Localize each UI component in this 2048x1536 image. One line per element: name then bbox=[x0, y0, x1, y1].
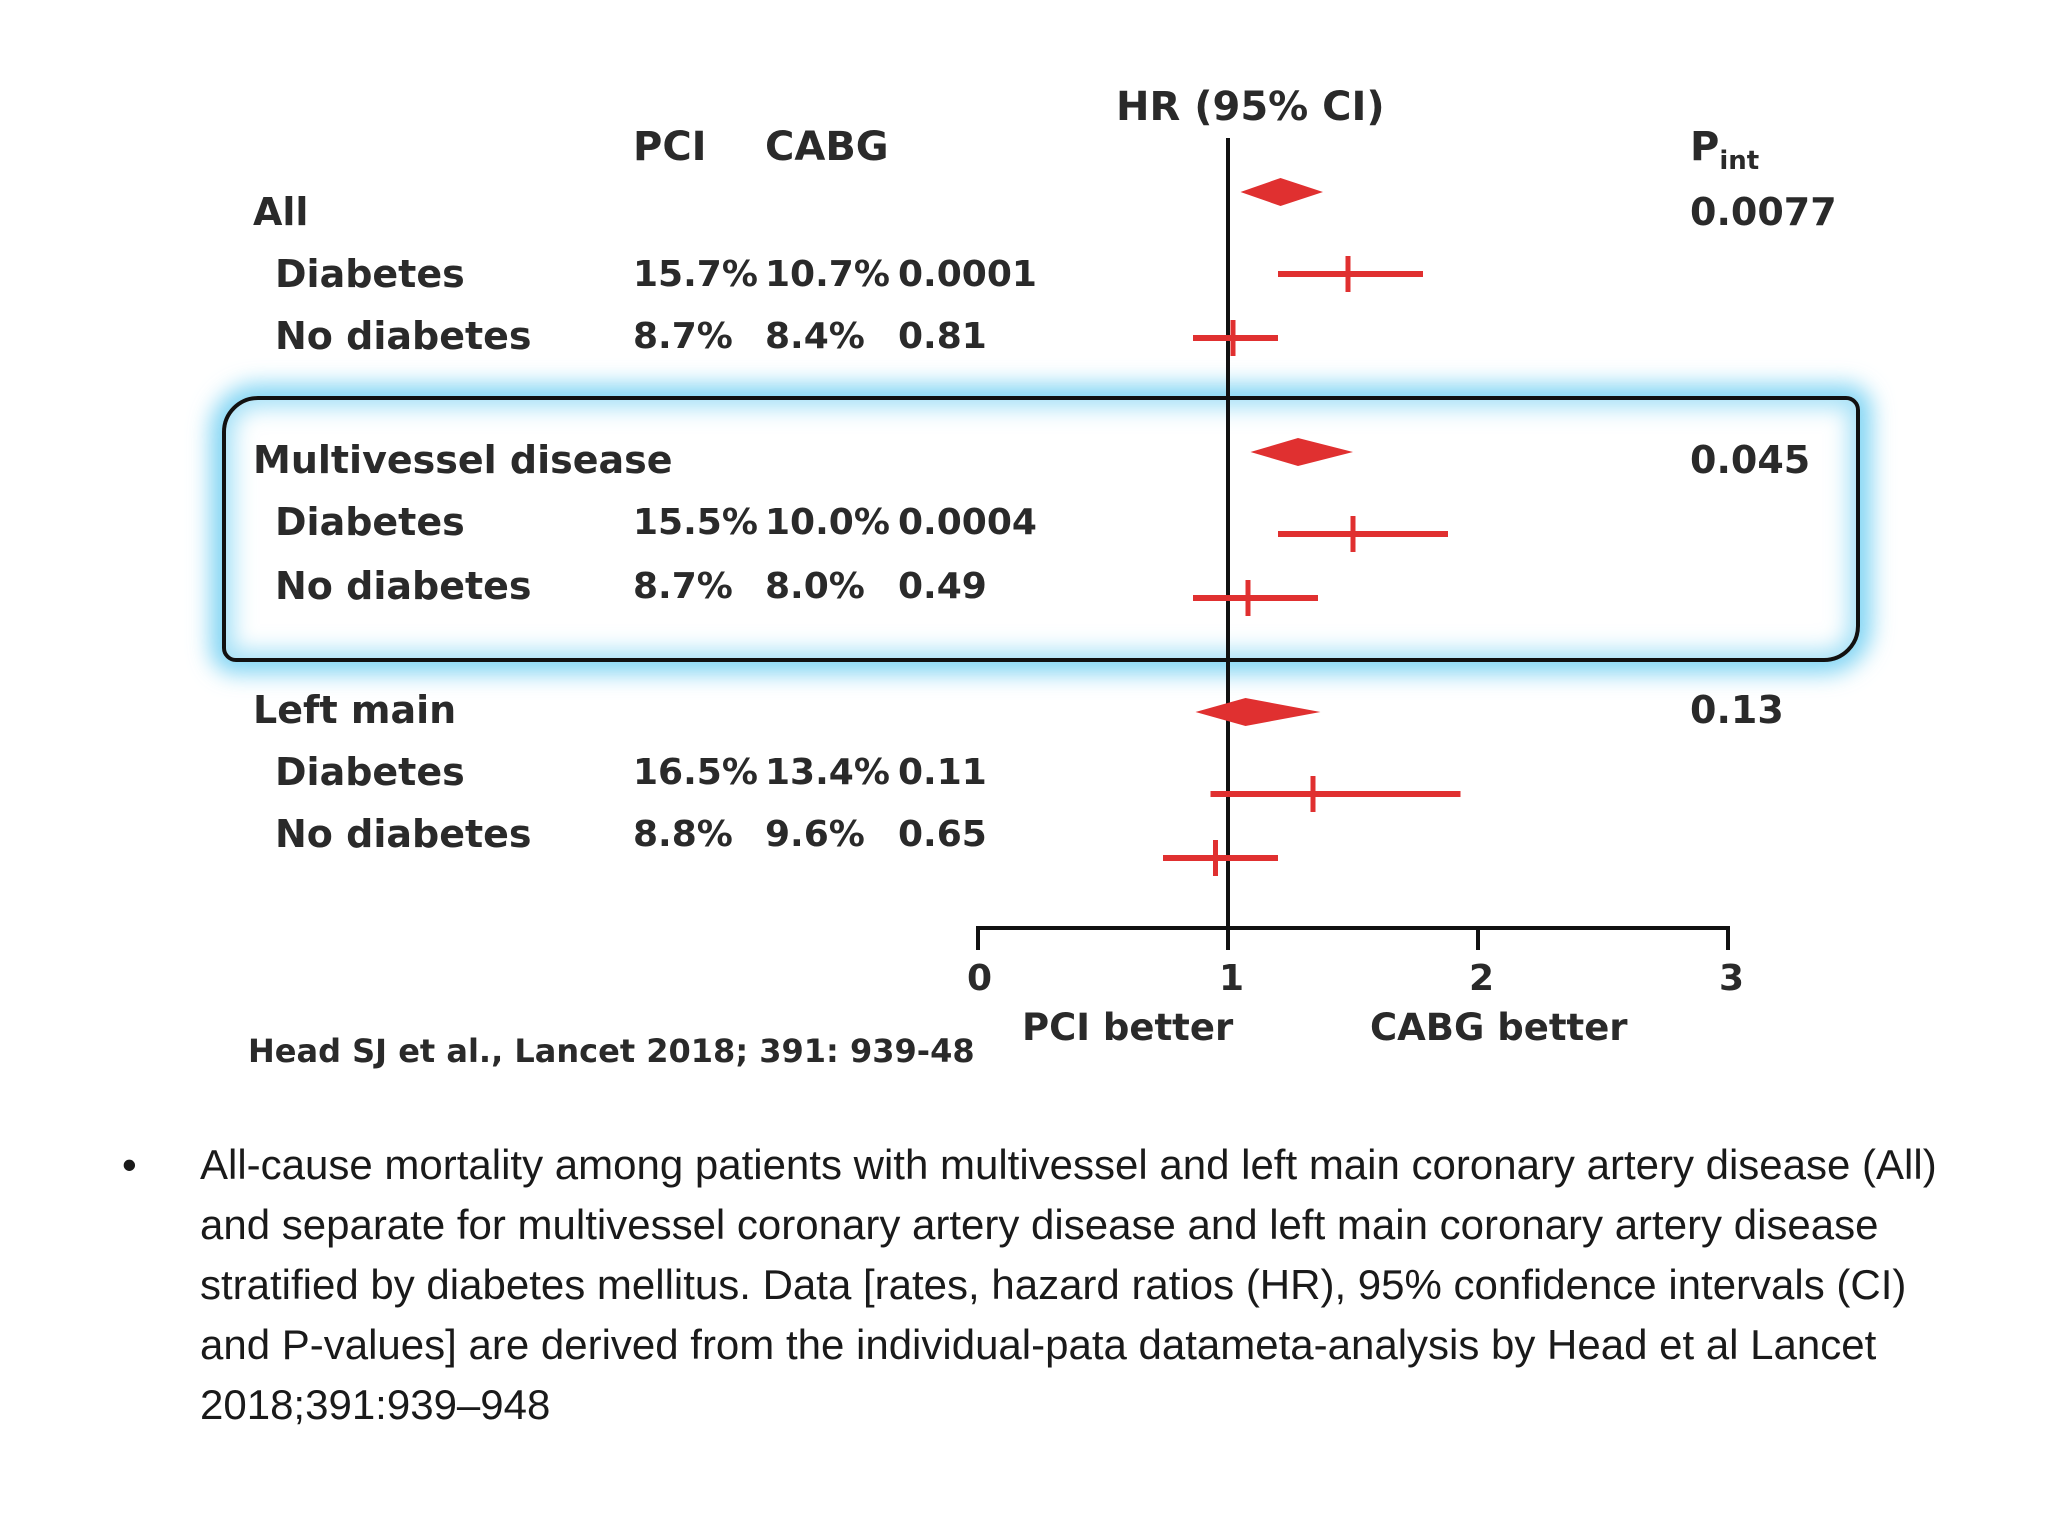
pooled-diamond bbox=[1240, 178, 1323, 206]
pint-main: P bbox=[1690, 124, 1720, 170]
p-value: 0.0004 bbox=[898, 502, 1037, 543]
p-value: 0.49 bbox=[898, 566, 987, 607]
pci-rate: 16.5% bbox=[633, 752, 758, 793]
pint-subscript: int bbox=[1719, 146, 1760, 176]
forest-plot-svg bbox=[976, 138, 1730, 950]
cabg-rate: 8.0% bbox=[765, 566, 865, 607]
x-tick-label: 3 bbox=[1719, 958, 1745, 999]
group-label-left-main: Left main bbox=[253, 688, 457, 732]
pooled-diamond bbox=[1195, 698, 1321, 726]
pci-rate: 15.7% bbox=[633, 254, 758, 295]
pci-rate: 8.7% bbox=[633, 316, 733, 357]
x-tick-label: 1 bbox=[1219, 958, 1245, 999]
row-label: No diabetes bbox=[275, 314, 532, 358]
cabg-rate: 10.7% bbox=[765, 254, 890, 295]
row-label: No diabetes bbox=[275, 812, 532, 856]
forest-plot-figure: PCI CABG HR (95% CI) Pint All 0.0077 Dia… bbox=[222, 84, 1860, 1070]
pci-column-header: PCI bbox=[633, 124, 707, 170]
caption-text: All-cause mortality among patients with … bbox=[200, 1141, 1937, 1428]
pci-rate: 8.7% bbox=[633, 566, 733, 607]
cabg-rate: 9.6% bbox=[765, 814, 865, 855]
row-label: Diabetes bbox=[275, 252, 465, 296]
pint-column-header: Pint bbox=[1690, 124, 1759, 176]
group-label-multivessel: Multivessel disease bbox=[253, 438, 673, 482]
p-value: 0.81 bbox=[898, 316, 987, 357]
p-value: 0.11 bbox=[898, 752, 987, 793]
p-value: 0.65 bbox=[898, 814, 987, 855]
x-label-cabg-better: CABG better bbox=[1370, 1006, 1628, 1049]
pci-rate: 8.8% bbox=[633, 814, 733, 855]
pci-rate: 15.5% bbox=[633, 502, 758, 543]
row-label: No diabetes bbox=[275, 564, 532, 608]
row-label: Diabetes bbox=[275, 750, 465, 794]
cabg-rate: 8.4% bbox=[765, 316, 865, 357]
group-label-all: All bbox=[253, 190, 309, 234]
cabg-rate: 13.4% bbox=[765, 752, 890, 793]
cabg-column-header: CABG bbox=[765, 124, 889, 170]
caption-bullet-item: • All-cause mortality among patients wit… bbox=[122, 1135, 1960, 1435]
citation: Head SJ et al., Lancet 2018; 391: 939-48 bbox=[248, 1032, 975, 1070]
row-label: Diabetes bbox=[275, 500, 465, 544]
p-value: 0.0001 bbox=[898, 254, 1037, 295]
x-tick-label: 2 bbox=[1469, 958, 1495, 999]
x-label-pci-better: PCI better bbox=[1022, 1006, 1234, 1049]
x-tick-label: 0 bbox=[967, 958, 993, 999]
bullet-marker: • bbox=[122, 1141, 137, 1188]
pint-value-all: 0.0077 bbox=[1690, 190, 1837, 234]
pint-value-multivessel: 0.045 bbox=[1690, 438, 1811, 482]
pooled-diamond bbox=[1250, 438, 1353, 466]
highlight-box-multivessel bbox=[222, 396, 1860, 662]
cabg-rate: 10.0% bbox=[765, 502, 890, 543]
chart-title: HR (95% CI) bbox=[1116, 84, 1385, 130]
pint-value-left-main: 0.13 bbox=[1690, 688, 1784, 732]
